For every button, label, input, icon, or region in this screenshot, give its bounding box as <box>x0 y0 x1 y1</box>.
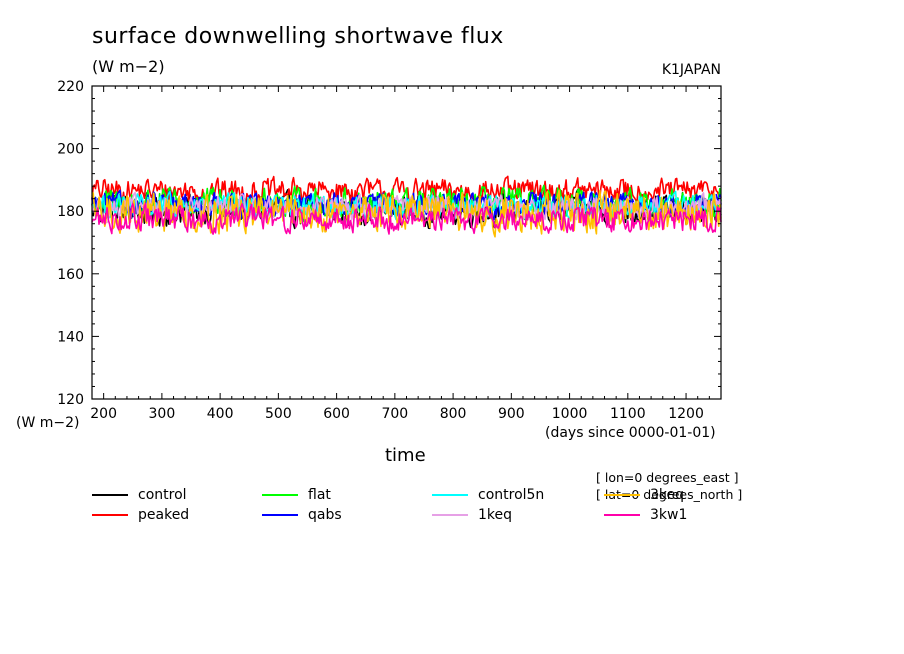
legend-label: 3keq <box>650 487 685 503</box>
legend-swatch <box>92 494 128 496</box>
legend-label: peaked <box>138 507 190 523</box>
y-tick-label: 220 <box>57 79 84 95</box>
x-axis-unit: (days since 0000-01-01) <box>545 425 716 441</box>
x-tick-label: 1000 <box>552 406 588 422</box>
legend-item-3kw1: 3kw1 <box>604 507 687 523</box>
legend-swatch <box>92 514 128 516</box>
x-tick-label: 800 <box>440 406 467 422</box>
chart-title: surface downwelling shortwave flux <box>92 24 504 49</box>
lon-note: [ lon=0 degrees_east ] <box>596 470 739 485</box>
x-tick-label: 1100 <box>610 406 646 422</box>
legend-swatch <box>262 494 298 496</box>
legend-label: flat <box>308 487 331 503</box>
ticks-layer: 200 300 400 500 600 700 800 900 1000 1100 1200 120 1… <box>57 79 722 422</box>
x-tick-label: 700 <box>381 406 408 422</box>
legend-swatch <box>604 494 640 496</box>
legend-label: qabs <box>308 507 342 523</box>
y-tick-label: 200 <box>57 142 84 158</box>
plot-frame <box>91 85 722 400</box>
lat-note: [ lat=0 degrees_north ] <box>596 487 743 502</box>
legend-swatch <box>432 494 468 496</box>
legend-label: control <box>138 487 187 503</box>
legend-item-flat: flat <box>262 487 331 503</box>
legend-item-peaked: peaked <box>92 507 189 523</box>
series-line-3kw1 <box>91 202 722 235</box>
series-line-3keq <box>91 189 722 238</box>
y-tick-label: 120 <box>57 392 84 408</box>
legend-label: control5n <box>478 487 545 503</box>
legend-item-1keq: 1keq <box>432 507 512 523</box>
y-axis-unit: (W m−2) <box>16 415 80 431</box>
y-tick-label: 140 <box>57 329 84 345</box>
legend-swatch <box>432 514 468 516</box>
x-tick-label: 200 <box>90 406 117 422</box>
x-tick-label: 300 <box>149 406 176 422</box>
legend-label: 1keq <box>478 507 513 523</box>
legend-item-3keq: 3keq <box>604 487 684 503</box>
x-tick-label: 900 <box>498 406 525 422</box>
x-axis-title: time <box>385 445 426 466</box>
x-tick-label: 400 <box>207 406 234 422</box>
legend-item-control: control <box>92 487 187 503</box>
chart-units: (W m−2) <box>92 57 165 76</box>
series-layer <box>91 175 722 238</box>
x-tick-label: 600 <box>323 406 350 422</box>
legend-item-control5n: control5n <box>432 487 544 503</box>
x-tick-label: 500 <box>265 406 292 422</box>
legend-label: 3kw1 <box>650 507 688 523</box>
x-tick-label: 1200 <box>668 406 704 422</box>
legend-swatch <box>604 514 640 516</box>
experiment-tag: K1JAPAN <box>661 62 721 78</box>
legend-item-qabs: qabs <box>262 507 342 523</box>
legend-swatch <box>262 514 298 516</box>
y-tick-label: 180 <box>57 204 84 220</box>
y-tick-label: 160 <box>57 267 84 283</box>
